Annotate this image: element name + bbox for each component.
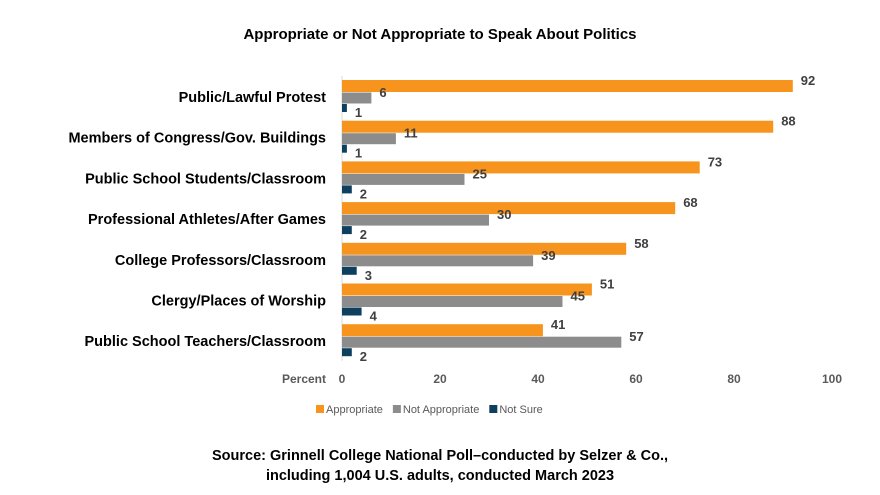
data-label: 4 xyxy=(370,309,378,324)
x-tick-label: 100 xyxy=(822,372,842,386)
legend-swatch xyxy=(392,405,401,413)
data-label: 1 xyxy=(355,105,362,120)
source-line-2: including 1,004 U.S. adults, conducted M… xyxy=(265,468,615,484)
bar-appropriate xyxy=(342,120,774,133)
data-label: 88 xyxy=(781,114,795,129)
data-label: 51 xyxy=(600,277,614,292)
bar-appropriate xyxy=(342,324,543,337)
data-label: 92 xyxy=(801,73,815,88)
data-label: 73 xyxy=(708,154,722,169)
category-label: Members of Congress/Gov. Buildings xyxy=(68,131,326,147)
bar-appropriate xyxy=(342,242,627,255)
data-label: 2 xyxy=(360,186,367,201)
bar-not-sure xyxy=(342,185,352,194)
bar-not-sure xyxy=(342,226,352,235)
data-label: 41 xyxy=(551,317,565,332)
data-label: 2 xyxy=(360,349,367,364)
source-line-1: Source: Grinnell College National Poll–c… xyxy=(211,448,669,464)
bar-not-appropriate xyxy=(342,173,465,185)
category-label: Clergy/Places of Worship xyxy=(151,294,326,310)
data-label: 68 xyxy=(683,195,697,210)
x-tick-label: 20 xyxy=(433,372,447,386)
data-label: 3 xyxy=(365,268,372,283)
bar-appropriate xyxy=(342,161,700,174)
data-label: 57 xyxy=(629,329,643,344)
x-tick-label: 40 xyxy=(531,372,545,386)
category-label: Professional Athletes/After Games xyxy=(88,212,326,228)
x-tick-label: 60 xyxy=(629,372,643,386)
data-label: 6 xyxy=(379,85,386,100)
data-label: 39 xyxy=(541,248,555,263)
bar-not-sure xyxy=(342,144,347,153)
bar-not-appropriate xyxy=(342,133,396,145)
bar-not-appropriate xyxy=(342,214,489,226)
x-tick-label: 0 xyxy=(339,372,346,386)
bar-not-appropriate xyxy=(342,296,563,307)
legend-label: Not Sure xyxy=(499,404,542,416)
bar-not-appropriate xyxy=(342,336,622,348)
bar-appropriate xyxy=(342,202,676,215)
x-tick-label: 80 xyxy=(727,372,741,386)
data-label: 45 xyxy=(571,289,585,304)
bar-not-appropriate xyxy=(342,255,534,267)
bar-chart: Public/Lawful Protest 92 6 1 Members of Cong… xyxy=(68,73,842,416)
category-label: College Professors/Classroom xyxy=(115,253,326,269)
category-label: Public School Teachers/Classroom xyxy=(85,334,326,350)
bar-not-sure xyxy=(342,266,357,275)
data-label: 25 xyxy=(473,166,487,181)
data-label: 1 xyxy=(355,146,362,161)
legend-swatch xyxy=(316,405,324,413)
legend-swatch xyxy=(489,405,498,413)
bar-not-appropriate xyxy=(342,92,372,104)
legend-label: Appropriate xyxy=(326,404,383,416)
bar-appropriate xyxy=(342,80,793,92)
category-label: Public/Lawful Protest xyxy=(179,90,327,106)
x-axis-label: Percent xyxy=(282,372,326,386)
category-label: Public School Students/Classroom xyxy=(85,171,326,187)
data-label: 2 xyxy=(360,227,367,242)
data-label: 58 xyxy=(634,236,648,251)
bar-appropriate xyxy=(342,283,592,296)
bar-not-sure xyxy=(342,348,352,357)
bar-not-sure xyxy=(342,307,362,316)
data-label: 30 xyxy=(497,207,511,222)
data-label: 11 xyxy=(404,126,418,141)
legend-label: Not Appropriate xyxy=(403,404,479,416)
bar-not-sure xyxy=(342,104,347,112)
chart-title: Appropriate or Not Appropriate to Speak … xyxy=(243,26,637,43)
source-note: Source: Grinnell College National Poll–c… xyxy=(0,446,880,486)
